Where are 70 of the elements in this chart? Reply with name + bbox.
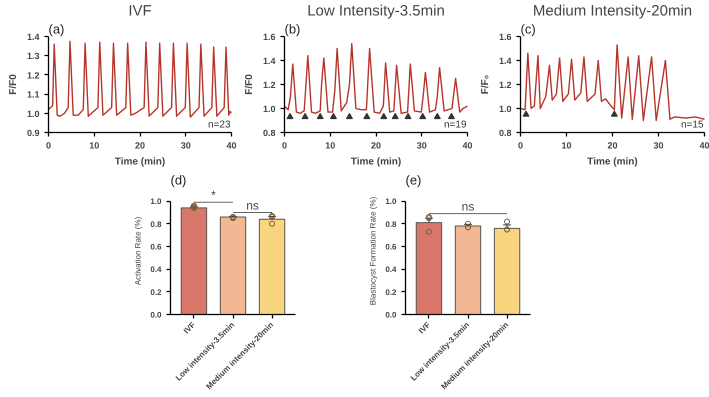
annotation: * — [211, 188, 216, 202]
bar — [258, 218, 286, 314]
y-tick-label: 0.6 — [150, 242, 162, 252]
y-tick-label: 0.0 — [385, 310, 398, 320]
annotation: (b) — [284, 22, 300, 36]
y-tick-label: 1.2 — [262, 80, 276, 90]
line-series — [520, 44, 704, 122]
y-tick-label: 0.8 — [385, 220, 398, 229]
y-tick-label: 0.4 — [385, 265, 398, 274]
y-tick-label: 0.6 — [385, 242, 398, 252]
y-tick-label: 0.4 — [150, 265, 162, 274]
x-tick-label: 40 — [226, 140, 237, 150]
y-tick-label: 1.4 — [498, 56, 512, 66]
text: (e) — [406, 172, 422, 188]
x-tick-label: 40 — [699, 140, 709, 150]
annotation: (c) — [520, 22, 536, 36]
y-axis-title: F/F0 — [244, 74, 255, 95]
x-tick-label: 20 — [607, 140, 618, 150]
annotation: (a) — [48, 22, 64, 36]
x-tick-label: 20 — [134, 140, 146, 150]
y-tick-label: 0.2 — [150, 288, 162, 297]
annotation: n=23 — [208, 120, 231, 130]
annotation: ns — [246, 198, 259, 212]
x-axis-title: Time (min) — [350, 156, 402, 168]
x-tick-label: 10 — [561, 140, 572, 150]
annotation: n=19 — [444, 120, 467, 130]
y-tick-label: 0.9 — [26, 128, 40, 138]
bar — [180, 207, 208, 314]
y-tick-label: 0.2 — [385, 288, 398, 297]
y-axis-title: F/F₀ — [480, 74, 491, 94]
y-tick-label: 1.0 — [262, 104, 276, 114]
text: (d) — [170, 172, 186, 188]
y-tick-label: 1.0 — [26, 108, 40, 119]
annotation: n=15 — [680, 120, 704, 130]
x-tick-label: 40 — [462, 140, 473, 150]
y-axis-title: F/F0 — [8, 74, 19, 95]
y-tick-label: 1.0 — [385, 197, 398, 206]
y-tick-label: 1.6 — [498, 32, 512, 42]
y-tick-label: 1.1 — [26, 90, 40, 100]
x-tick-label: 30 — [180, 140, 191, 150]
x-tick-label: 30 — [416, 140, 427, 150]
chart-title: Low Intensity-3.5min — [307, 2, 445, 20]
y-tick-label: 0.8 — [262, 128, 276, 138]
y-tick-label: 1.4 — [26, 32, 40, 42]
y-tick-label: 1.4 — [262, 56, 276, 66]
line-series — [48, 40, 232, 118]
bar — [220, 216, 246, 314]
x-tick-label: 0 — [518, 140, 524, 150]
y-axis-title: Blastocyst Formation Rate (%) — [368, 196, 378, 306]
y-tick-label: 0.8 — [150, 220, 162, 229]
y-tick-label: 1.0 — [150, 197, 162, 206]
y-axis-title: Activation Rate (%) — [133, 216, 142, 286]
annotation: ns — [462, 200, 474, 214]
y-tick-label: 1.3 — [26, 51, 40, 62]
x-tick-label: 0 — [46, 140, 52, 150]
y-tick-label: 1.6 — [262, 32, 276, 42]
x-axis-title: Time (min) — [587, 156, 638, 168]
y-tick-label: 0.8 — [498, 128, 512, 138]
x-tick-label: 0 — [282, 140, 288, 150]
x-tick-label: 20 — [370, 140, 382, 150]
x-tick-label: 30 — [653, 140, 664, 150]
y-tick-label: 1.0 — [498, 104, 512, 114]
y-tick-label: 1.2 — [26, 70, 40, 80]
x-tick-label: 10 — [325, 140, 336, 150]
x-axis-title: Time (min) — [114, 156, 166, 168]
y-tick-label: 0.0 — [150, 310, 162, 320]
x-tick-label: 10 — [89, 140, 100, 150]
y-tick-label: 1.2 — [498, 80, 512, 90]
chart-title: Medium Intensity-20min — [532, 2, 692, 20]
chart-title: IVF — [128, 2, 152, 20]
